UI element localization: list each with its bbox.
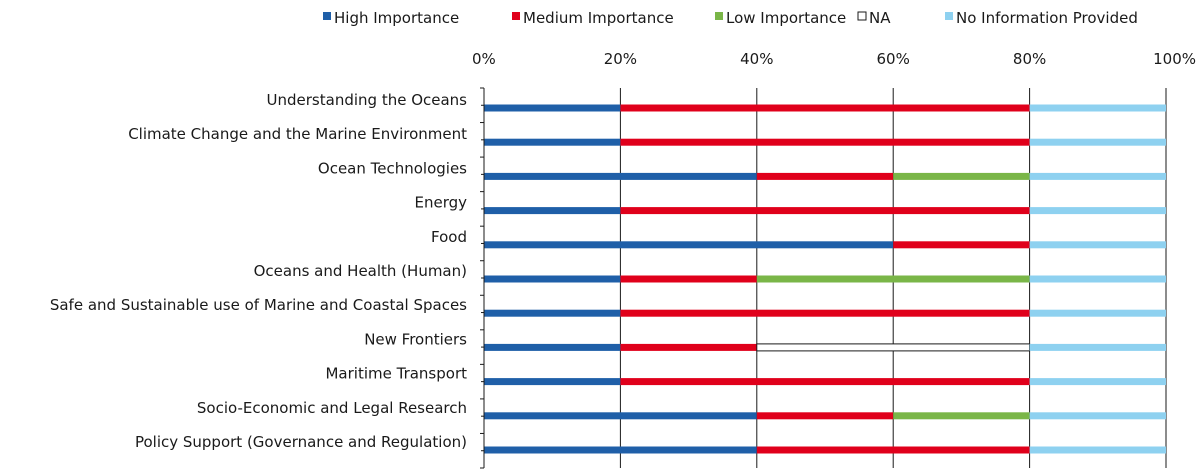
category-labels: Understanding the Oceans Climate Change a… bbox=[50, 91, 467, 451]
x-tick-label: 0% bbox=[472, 50, 496, 68]
bar-segment-no-information-provided bbox=[1029, 378, 1166, 386]
bar-segment-medium-importance bbox=[620, 378, 1030, 386]
bar-segment-no-information-provided bbox=[1029, 412, 1166, 420]
legend-label-high-importance: High Importance bbox=[334, 9, 459, 27]
bar-segment-high-importance bbox=[484, 241, 894, 249]
legend-label-na: NA bbox=[869, 9, 891, 27]
category-label: Ocean Technologies bbox=[318, 159, 467, 177]
bar-segment-high-importance bbox=[484, 207, 621, 215]
bar-segment-no-information-provided bbox=[1029, 172, 1166, 180]
bar-segment-high-importance bbox=[484, 378, 621, 386]
x-tick-label: 20% bbox=[604, 50, 637, 68]
bar-segment-medium-importance bbox=[756, 172, 894, 180]
category-label: Climate Change and the Marine Environmen… bbox=[128, 125, 467, 143]
bar-segment-no-information-provided bbox=[1029, 138, 1166, 146]
bar-segment-no-information-provided bbox=[1029, 104, 1166, 112]
chart-legend: High Importance Medium Importance Low Impo… bbox=[323, 9, 1138, 27]
category-label: Food bbox=[431, 228, 467, 246]
bar-segment-medium-importance bbox=[893, 241, 1030, 249]
category-label: Safe and Sustainable use of Marine and C… bbox=[50, 296, 467, 314]
legend-marker-na bbox=[857, 11, 867, 21]
bar-segment-no-information-provided bbox=[1029, 446, 1166, 454]
bar-segment-high-importance bbox=[484, 275, 621, 283]
x-axis-ticks: 0% 20% 40% 60% 80% 100% bbox=[472, 50, 1196, 68]
category-label: Maritime Transport bbox=[325, 365, 467, 383]
bar-segment-no-information-provided bbox=[1029, 241, 1166, 249]
x-tick-label: 80% bbox=[1013, 50, 1046, 68]
bar-segment-high-importance bbox=[484, 172, 757, 180]
x-tick-label: 40% bbox=[740, 50, 773, 68]
bar-segment-no-information-provided bbox=[1029, 309, 1166, 317]
bar-segment-high-importance bbox=[484, 343, 621, 351]
bar-segment-no-information-provided bbox=[1029, 207, 1166, 215]
category-label: New Frontiers bbox=[364, 330, 467, 348]
bar-segment-high-importance bbox=[484, 446, 757, 454]
legend-label-no-information-provided: No Information Provided bbox=[956, 9, 1138, 27]
category-label: Socio-Economic and Legal Research bbox=[197, 399, 467, 417]
legend-marker-medium-importance bbox=[512, 12, 520, 20]
x-tick-label: 100% bbox=[1153, 50, 1196, 68]
legend-label-medium-importance: Medium Importance bbox=[523, 9, 674, 27]
bar-segment-medium-importance bbox=[756, 446, 1030, 454]
category-label: Energy bbox=[414, 194, 467, 212]
bar-segment-no-information-provided bbox=[1029, 343, 1166, 351]
legend-label-low-importance: Low Importance bbox=[726, 9, 846, 27]
legend-marker-low-importance bbox=[715, 12, 723, 20]
bar-segment-medium-importance bbox=[620, 309, 1030, 317]
bar-segment-medium-importance bbox=[620, 343, 757, 351]
bar-segment-medium-importance bbox=[620, 138, 1030, 146]
bar-segment-medium-importance bbox=[620, 104, 1030, 112]
bar-segment-na bbox=[756, 343, 1031, 352]
x-tick-label: 60% bbox=[877, 50, 910, 68]
bar-segment-low-importance bbox=[893, 412, 1030, 420]
bar-segment-medium-importance bbox=[620, 275, 757, 283]
bars bbox=[484, 104, 1166, 454]
category-label: Policy Support (Governance and Regulatio… bbox=[135, 433, 467, 451]
bar-segment-high-importance bbox=[484, 309, 621, 317]
bar-segment-no-information-provided bbox=[1029, 275, 1166, 283]
y-axis bbox=[480, 87, 485, 469]
bar-segment-high-importance bbox=[484, 412, 757, 420]
bar-segment-medium-importance bbox=[756, 412, 894, 420]
legend-marker-high-importance bbox=[323, 12, 331, 20]
bar-segment-high-importance bbox=[484, 138, 621, 146]
category-label: Understanding the Oceans bbox=[267, 91, 468, 109]
bar-segment-high-importance bbox=[484, 104, 621, 112]
bar-segment-low-importance bbox=[756, 275, 1030, 283]
bar-segment-low-importance bbox=[893, 172, 1030, 180]
category-label: Oceans and Health (Human) bbox=[254, 262, 467, 280]
legend-marker-no-information-provided bbox=[945, 12, 953, 20]
bar-segment-medium-importance bbox=[620, 207, 1030, 215]
